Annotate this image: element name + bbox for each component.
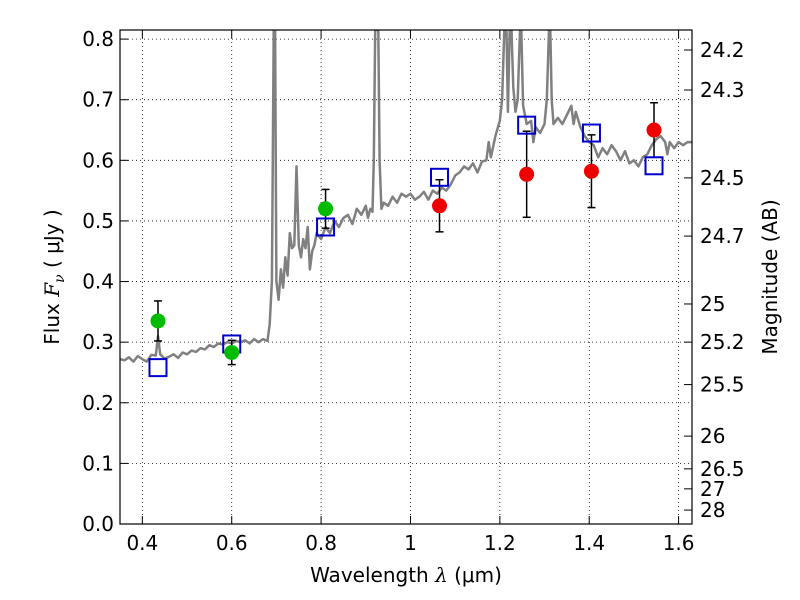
model-photometry-square [316, 217, 336, 237]
mag-tick-label: 25 [700, 292, 725, 316]
spectrum-layer [120, 30, 692, 363]
y-tick-label: 0.3 [82, 330, 114, 354]
model-photometry-square [581, 123, 601, 143]
mag-tick-label: 25.2 [700, 330, 745, 354]
x-tick-label: 1.4 [573, 531, 605, 555]
optical-photometry-point [224, 344, 240, 360]
spectrum-line [120, 30, 692, 363]
mag-tick-label: 27 [700, 477, 725, 501]
y-tick-label: 0.2 [82, 391, 114, 415]
optical-photometry-point [318, 201, 334, 217]
y-tick-label: 0.5 [82, 209, 114, 233]
mag-tick-label: 24.2 [700, 38, 745, 62]
model-photometry-square [148, 358, 168, 378]
y2-axis-title: Magnitude (AB) [758, 199, 782, 354]
y-tick-label: 0.1 [82, 451, 114, 475]
mag-tick-label: 24.3 [700, 78, 745, 102]
nir-photometry-point [583, 163, 599, 179]
model-photometry-square [430, 167, 450, 187]
mag-tick-label: 24.5 [700, 166, 745, 190]
nir-photometry-point [432, 198, 448, 214]
y-tick-label: 0.8 [82, 27, 114, 51]
grid [120, 30, 692, 525]
y-tick-label: 0.7 [82, 88, 114, 112]
model-photometry-square [644, 156, 664, 176]
optical-photometry-point [150, 313, 166, 329]
y-tick-label: 0.0 [82, 512, 114, 536]
marker-layer [148, 115, 664, 378]
y-tick-label: 0.6 [82, 148, 114, 172]
ticks: 0.4 0.6 0.8 1 1.2 1.4 1.6 0.0 0.1 0.2 0.3 0.4 0.5 0.6… [82, 27, 744, 555]
x-tick-label: 1.2 [484, 531, 516, 555]
y-tick-label: 0.4 [82, 270, 114, 294]
x-tick-label: 0.8 [305, 531, 337, 555]
mag-tick-label: 24.7 [700, 224, 745, 248]
x-tick-label: 0.6 [216, 531, 248, 555]
plot-frame [119, 29, 693, 525]
x-tick-label: 1.6 [663, 531, 695, 555]
nir-photometry-point [519, 166, 535, 182]
mag-tick-label: 26 [700, 424, 725, 448]
model-photometry-square [517, 115, 537, 135]
x-tick-label: 0.4 [126, 531, 158, 555]
y-axis-title: Flux Fν ( μJy ) [40, 209, 68, 344]
x-axis-title: Wavelength λ (μm) [310, 563, 502, 587]
mag-tick-label: 25.5 [700, 373, 745, 397]
nir-photometry-point [646, 122, 662, 138]
x-tick-label: 1 [404, 531, 417, 555]
mag-tick-label: 26.5 [700, 457, 745, 481]
mag-tick-label: 28 [700, 498, 725, 522]
